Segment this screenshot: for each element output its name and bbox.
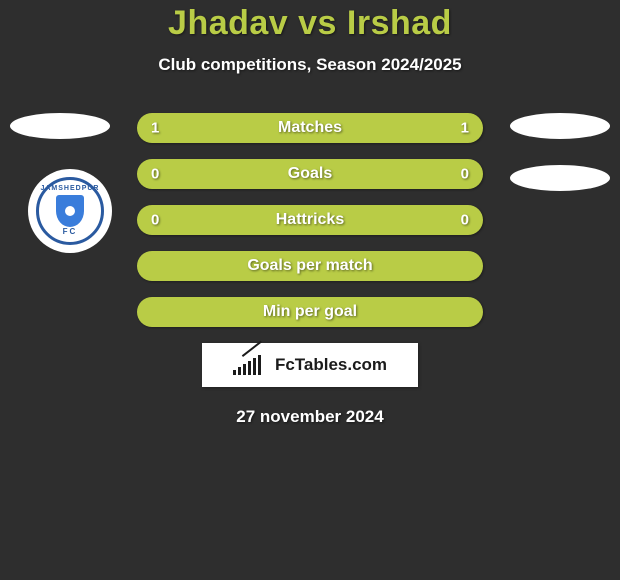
stat-row: 0Goals0 — [137, 159, 483, 189]
stat-right-value: 1 — [461, 120, 469, 137]
player-right-placeholder-1 — [510, 113, 610, 139]
stats-content: JAMSHEDPUR FC 1Matches10Goals00Hattricks… — [0, 113, 620, 427]
stat-right-value: 0 — [461, 212, 469, 229]
brand-bar-icon — [233, 370, 236, 375]
player-left-placeholder-1 — [10, 113, 110, 139]
stat-label: Min per goal — [137, 303, 483, 321]
stat-row: 1Matches1 — [137, 113, 483, 143]
stat-row: 0Hattricks0 — [137, 205, 483, 235]
brand-bar-icon — [258, 355, 261, 375]
stat-label: Goals per match — [137, 257, 483, 275]
club-badge-inner: JAMSHEDPUR FC — [36, 177, 104, 245]
club-badge-ball-icon — [65, 206, 75, 216]
brand-bar-icon — [253, 358, 256, 375]
brand-bar-icon — [238, 367, 241, 375]
stat-row: Min per goal — [137, 297, 483, 327]
comparison-card: Jhadav vs Irshad Club competitions, Seas… — [0, 0, 620, 580]
club-badge-left: JAMSHEDPUR FC — [28, 169, 112, 253]
brand-bar-icon — [243, 364, 246, 375]
club-badge-top-text: JAMSHEDPUR — [39, 185, 101, 192]
stat-right-value: 0 — [461, 166, 469, 183]
club-badge-shield-icon — [56, 195, 84, 227]
stat-label: Matches — [137, 119, 483, 137]
stat-left-value: 0 — [151, 166, 159, 183]
stat-left-value: 1 — [151, 120, 159, 137]
brand-bar-icon — [248, 361, 251, 375]
date-text: 27 november 2024 — [0, 407, 620, 427]
brand-text: FcTables.com — [275, 355, 387, 375]
page-subtitle: Club competitions, Season 2024/2025 — [0, 55, 620, 75]
stat-label: Hattricks — [137, 211, 483, 229]
brand-box[interactable]: FcTables.com — [202, 343, 418, 387]
page-title: Jhadav vs Irshad — [0, 4, 620, 43]
player-right-placeholder-2 — [510, 165, 610, 191]
stat-label: Goals — [137, 165, 483, 183]
stat-left-value: 0 — [151, 212, 159, 229]
stat-row: Goals per match — [137, 251, 483, 281]
brand-bars-icon — [233, 355, 261, 375]
club-badge-bottom-text: FC — [39, 227, 101, 236]
